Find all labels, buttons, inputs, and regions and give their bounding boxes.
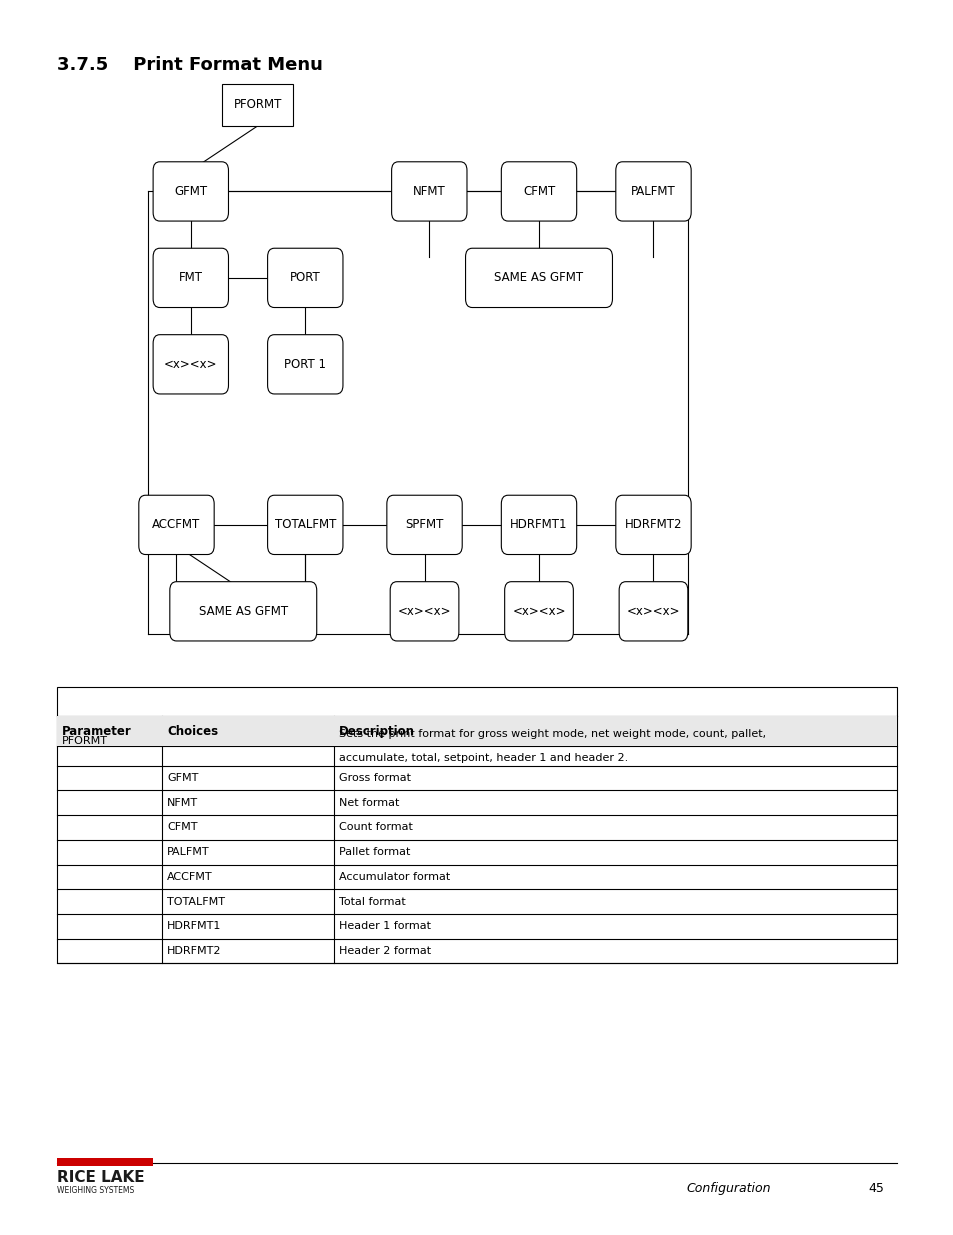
Text: <x><x>: <x><x> [512, 605, 565, 618]
FancyBboxPatch shape [386, 495, 461, 555]
FancyBboxPatch shape [152, 335, 229, 394]
Text: Net format: Net format [338, 798, 398, 808]
Text: PALFMT: PALFMT [631, 185, 675, 198]
Text: Gross format: Gross format [338, 773, 410, 783]
Text: SAME AS GFMT: SAME AS GFMT [494, 272, 583, 284]
FancyBboxPatch shape [618, 582, 687, 641]
Text: Header 1 format: Header 1 format [338, 921, 430, 931]
Text: Configuration: Configuration [686, 1182, 771, 1194]
FancyBboxPatch shape [500, 495, 576, 555]
Text: Description: Description [338, 725, 415, 737]
Text: CFMT: CFMT [167, 823, 197, 832]
Text: Total format: Total format [338, 897, 405, 906]
FancyBboxPatch shape [391, 162, 467, 221]
Text: PFORMT: PFORMT [62, 736, 108, 746]
Text: PORT 1: PORT 1 [284, 358, 326, 370]
Bar [57, 1158, 152, 1166]
Text: GFMT: GFMT [174, 185, 207, 198]
Text: Accumulator format: Accumulator format [338, 872, 450, 882]
Text: Count format: Count format [338, 823, 412, 832]
Text: 3.7.5    Print Format Menu: 3.7.5 Print Format Menu [57, 56, 323, 74]
FancyBboxPatch shape [465, 248, 612, 308]
Text: PORT: PORT [290, 272, 320, 284]
Text: Parameter: Parameter [62, 725, 132, 737]
Text: WEIGHING SYSTEMS: WEIGHING SYSTEMS [57, 1186, 134, 1194]
FancyBboxPatch shape [616, 162, 690, 221]
Text: Header 2 format: Header 2 format [338, 946, 431, 956]
Text: NFMT: NFMT [167, 798, 198, 808]
FancyBboxPatch shape [267, 335, 343, 394]
FancyBboxPatch shape [267, 248, 343, 308]
Text: TOTALFMT: TOTALFMT [274, 519, 335, 531]
Text: SPFMT: SPFMT [405, 519, 443, 531]
FancyBboxPatch shape [152, 162, 229, 221]
Text: NFMT: NFMT [413, 185, 445, 198]
Text: <x><x>: <x><x> [397, 605, 451, 618]
Text: Pallet format: Pallet format [338, 847, 410, 857]
Text: PALFMT: PALFMT [167, 847, 210, 857]
Text: GFMT: GFMT [167, 773, 198, 783]
Text: ACCFMT: ACCFMT [167, 872, 213, 882]
FancyBboxPatch shape [221, 84, 294, 126]
FancyBboxPatch shape [170, 582, 316, 641]
Text: 45: 45 [867, 1182, 883, 1194]
Text: ACCFMT: ACCFMT [152, 519, 200, 531]
Text: HDRFMT1: HDRFMT1 [510, 519, 567, 531]
FancyBboxPatch shape [500, 162, 576, 221]
FancyBboxPatch shape [616, 495, 690, 555]
Text: HDRFMT1: HDRFMT1 [167, 921, 221, 931]
Bar [57, 716, 896, 746]
Text: SAME AS GFMT: SAME AS GFMT [198, 605, 288, 618]
FancyBboxPatch shape [139, 495, 213, 555]
FancyBboxPatch shape [152, 248, 229, 308]
Text: Choices: Choices [167, 725, 218, 737]
Text: Sets the print format for gross weight mode, net weight mode, count, pallet,: Sets the print format for gross weight m… [338, 729, 765, 739]
Text: TOTALFMT: TOTALFMT [167, 897, 225, 906]
Text: <x><x>: <x><x> [626, 605, 679, 618]
Bar [57, 687, 896, 963]
Text: accumulate, total, setpoint, header 1 and header 2.: accumulate, total, setpoint, header 1 an… [338, 753, 627, 763]
Text: HDRFMT2: HDRFMT2 [624, 519, 681, 531]
FancyBboxPatch shape [390, 582, 458, 641]
Text: FMT: FMT [178, 272, 203, 284]
Text: PFORMT: PFORMT [233, 99, 281, 111]
Text: CFMT: CFMT [522, 185, 555, 198]
Text: HDRFMT2: HDRFMT2 [167, 946, 221, 956]
Text: <x><x>: <x><x> [164, 358, 217, 370]
Text: RICE LAKE: RICE LAKE [57, 1170, 145, 1184]
FancyBboxPatch shape [267, 495, 343, 555]
FancyBboxPatch shape [504, 582, 573, 641]
